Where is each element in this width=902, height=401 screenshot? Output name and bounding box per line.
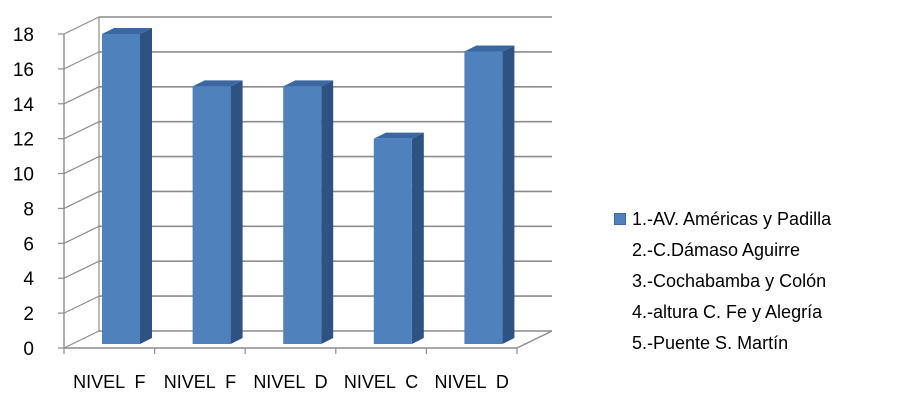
bar-top-face: [102, 28, 152, 34]
side-wall-grid: [63, 260, 100, 279]
legend-label: 1.-AV. Américas y Padilla: [632, 209, 832, 229]
side-wall-grid: [63, 225, 100, 244]
y-tick-label: 10: [13, 165, 34, 186]
y-tick-label: 6: [23, 234, 34, 255]
axes: [58, 17, 553, 354]
side-wall-grid: [63, 51, 100, 70]
side-wall-grid: [63, 121, 100, 140]
bar-top-face: [464, 45, 515, 52]
side-wall-grid: [63, 190, 100, 209]
legend-label: 5.-Puente S. Martín: [632, 333, 789, 353]
legend-label: 2.-C.Dámaso Aguirre: [632, 240, 801, 260]
x-category-label: NIVEL D: [435, 372, 509, 392]
side-wall-grid: [63, 330, 100, 349]
legend: 1.-AV. Américas y Padilla 2.-C.Dámaso Ag…: [612, 204, 900, 359]
bar-front-face: [102, 34, 140, 344]
legend-item-3: 3.-Cochabamba y Colón: [612, 266, 900, 297]
x-category-label: NIVEL C: [344, 372, 418, 392]
x-category-labels: NIVEL F NIVEL F NIVEL D NIVEL C NIVEL D: [73, 372, 509, 392]
y-tick-label: 14: [13, 95, 35, 116]
bar: [192, 80, 243, 344]
bar-side-face: [140, 28, 152, 344]
bar-top-face: [373, 132, 424, 139]
y-tick-label: 2: [23, 304, 34, 325]
bar-front-face: [192, 86, 231, 344]
legend-item-1: 1.-AV. Américas y Padilla: [612, 204, 900, 235]
bar: [464, 45, 515, 344]
x-category-label: NIVEL F: [73, 372, 145, 392]
bar-front-face: [464, 51, 503, 344]
legend-item-4: 4.-altura C. Fe y Alegría: [612, 297, 900, 328]
bar-top-face: [192, 80, 243, 87]
y-tick-label: 12: [13, 130, 34, 151]
bar-front-face: [283, 86, 322, 344]
bar: [283, 80, 334, 344]
y-tick-label: 4: [23, 269, 34, 290]
legend-label: 4.-altura C. Fe y Alegría: [632, 302, 823, 322]
legend-label: 3.-Cochabamba y Colón: [632, 271, 827, 291]
bar-front-face: [373, 138, 412, 344]
legend-item-2: 2.-C.Dámaso Aguirre: [612, 235, 900, 266]
bar-side-face: [321, 80, 334, 344]
legend-swatch: [614, 213, 626, 225]
bars: [102, 28, 515, 344]
side-wall-grid: [63, 16, 100, 35]
y-tick-label: 8: [23, 199, 34, 220]
bar-side-face: [411, 132, 424, 344]
bar: [102, 28, 152, 344]
side-wall-grid: [63, 295, 100, 314]
bar-side-face: [230, 80, 243, 344]
side-wall-grid: [63, 156, 100, 175]
y-tick-label: 18: [13, 25, 34, 46]
y-tick-labels: 0 2 4 6 8 10 12 14 16 18: [13, 25, 35, 360]
bar: [373, 132, 424, 344]
y-tick-label: 0: [23, 339, 34, 360]
side-wall-grid: [63, 86, 100, 105]
x-category-label: NIVEL D: [253, 372, 327, 392]
x-category-label: NIVEL F: [164, 372, 236, 392]
bar-side-face: [502, 45, 515, 344]
y-tick-label: 16: [13, 60, 34, 81]
legend-item-5: 5.-Puente S. Martín: [612, 328, 900, 359]
bar-top-face: [283, 80, 334, 87]
